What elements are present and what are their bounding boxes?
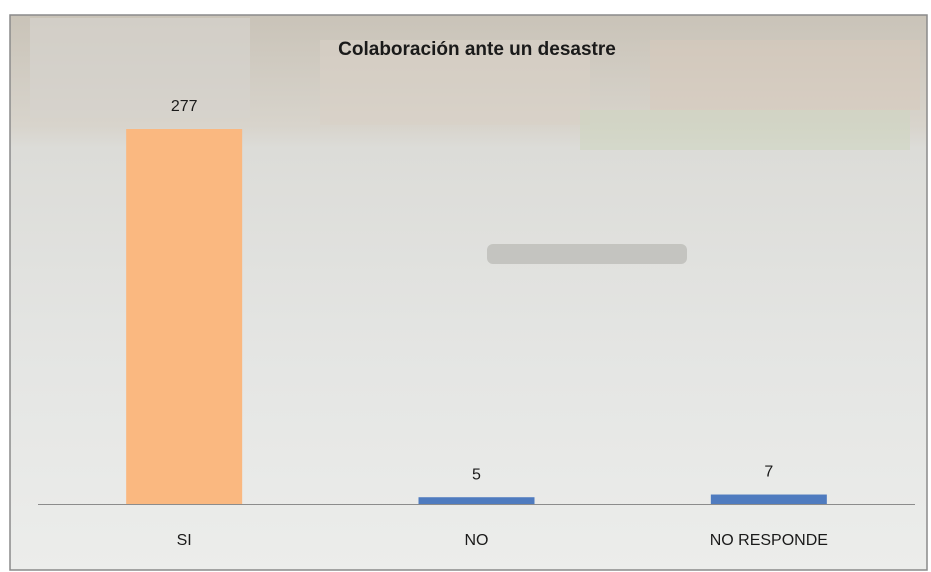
background-wall bbox=[650, 40, 920, 110]
bar bbox=[710, 494, 827, 504]
data-label: 5 bbox=[472, 466, 481, 483]
x-tick-label: NO bbox=[465, 532, 489, 549]
background-log bbox=[487, 244, 687, 264]
data-label: 277 bbox=[171, 98, 198, 115]
x-tick-label: NO RESPONDE bbox=[710, 532, 828, 549]
bar bbox=[126, 129, 243, 504]
background-grass bbox=[580, 110, 910, 150]
data-label: 7 bbox=[764, 464, 773, 481]
background-house bbox=[30, 18, 250, 118]
bar bbox=[418, 497, 535, 504]
x-tick-label: SI bbox=[177, 532, 192, 549]
chart-title: Colaboración ante un desastre bbox=[338, 39, 616, 60]
background-wall bbox=[320, 40, 590, 125]
